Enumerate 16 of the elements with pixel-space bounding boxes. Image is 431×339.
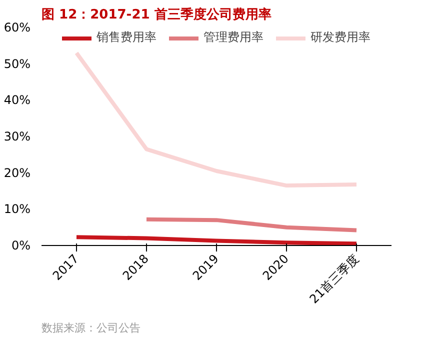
y-tick-label: 60% xyxy=(4,20,30,34)
source-note: 数据来源：公司公告 xyxy=(42,322,140,334)
x-tick-label: 21首三季度 xyxy=(306,252,362,306)
y-tick-label: 30% xyxy=(4,130,30,144)
line-series xyxy=(144,217,358,232)
line-series xyxy=(74,235,358,246)
y-tick-label: 10% xyxy=(4,202,30,216)
y-tick-label: 0% xyxy=(11,238,31,252)
legend-label: 销售费用率 xyxy=(96,29,156,46)
y-tick-label: 20% xyxy=(4,166,30,180)
y-tick-label: 50% xyxy=(4,56,30,71)
legend-label: 研发费用率 xyxy=(310,29,370,46)
line-series xyxy=(74,50,358,188)
legend-label: 管理费用率 xyxy=(204,29,264,46)
y-tick-label: 40% xyxy=(4,93,30,108)
chart-title: 图 12：2017-21 首三季度公司费用率 xyxy=(42,6,272,22)
